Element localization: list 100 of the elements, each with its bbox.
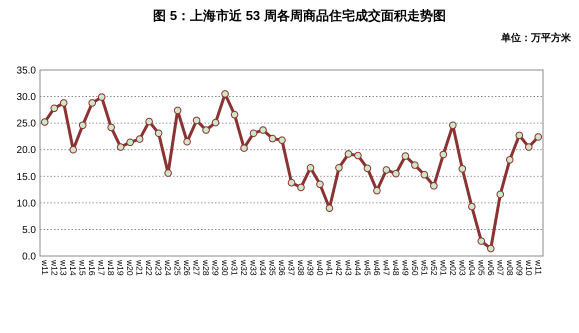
x-tick-label: w43: [343, 259, 354, 276]
x-tick-label: w32: [239, 259, 250, 276]
x-tick-label: w38: [296, 259, 306, 276]
x-tick-label: w09: [514, 259, 524, 276]
point: [230, 110, 238, 118]
y-tick-label: 25.0: [16, 118, 36, 130]
x-tick-label: w08: [504, 259, 515, 276]
x-tick-label: w52: [428, 259, 439, 276]
point: [326, 204, 334, 212]
x-tick-label: w04: [466, 259, 477, 276]
y-tick-label: 5.0: [22, 224, 36, 236]
x-tick-label: w40: [314, 259, 325, 276]
x-tick-label: w02: [448, 259, 458, 276]
x-tick-label: w05: [476, 259, 486, 276]
x-tick-label: w15: [78, 259, 88, 276]
point: [136, 135, 144, 143]
x-tick-label: w29: [210, 259, 221, 276]
point: [335, 164, 343, 172]
x-tick-label: w07: [495, 259, 506, 276]
point: [40, 118, 49, 126]
point: [50, 104, 58, 112]
point: [278, 136, 286, 144]
point: [487, 244, 495, 252]
point: [306, 164, 314, 172]
x-tick-label: w12: [49, 259, 60, 276]
x-tick-label: w01: [438, 259, 448, 276]
point: [354, 152, 362, 160]
x-tick-label: w41: [324, 259, 334, 276]
point: [88, 99, 96, 107]
x-tick-label: w33: [248, 259, 259, 276]
y-tick-label: 30.0: [16, 92, 36, 104]
x-tick-label: w26: [182, 259, 192, 276]
x-tick-label: w25: [172, 259, 183, 276]
point: [268, 134, 276, 142]
x-tick-label: w44: [352, 259, 363, 276]
x-tick-label: w31: [230, 259, 240, 276]
x-tick-label: w47: [381, 259, 392, 276]
point: [174, 106, 182, 114]
point: [259, 126, 267, 134]
point: [440, 150, 448, 158]
x-tick-label: w19: [116, 259, 126, 276]
point: [69, 146, 78, 154]
x-tick-label: w45: [362, 259, 372, 276]
point: [524, 143, 533, 151]
point: [288, 178, 296, 186]
point: [534, 133, 542, 141]
point: [449, 121, 457, 130]
x-tick-label: w27: [192, 259, 202, 276]
x-tick-label: w51: [419, 259, 430, 276]
point: [107, 124, 115, 132]
y-tick-label: 20.0: [16, 145, 36, 156]
x-tick-label: w21: [134, 259, 145, 276]
point: [468, 202, 476, 210]
point: [116, 143, 124, 151]
x-tick-label: w16: [87, 259, 98, 276]
x-tick-label: w46: [372, 259, 382, 276]
point: [478, 237, 486, 245]
point: [420, 170, 428, 178]
x-tick-label: w22: [144, 259, 154, 276]
x-tick-label: w23: [154, 259, 164, 276]
point: [78, 121, 87, 130]
point: [430, 182, 438, 190]
point: [402, 152, 410, 160]
point: [183, 138, 191, 146]
y-tick-label: 0.0: [22, 252, 36, 262]
chart-title: 图 5：上海市近 53 周各周商品住宅成交面积走势图: [153, 8, 446, 23]
x-tick-label: w17: [96, 259, 107, 276]
y-tick-label: 15.0: [16, 172, 36, 183]
point: [126, 138, 134, 146]
x-tick-label: w39: [306, 259, 316, 276]
point: [411, 161, 419, 169]
x-tick-label: w20: [125, 259, 136, 276]
x-tick-label: w35: [268, 259, 278, 276]
y-tick-label: 35.0: [16, 66, 36, 76]
x-tick-label: w30: [220, 259, 230, 276]
x-tick-label: w48: [390, 259, 401, 276]
point: [98, 93, 106, 101]
x-tick-label: w18: [106, 259, 116, 276]
x-tick-label: w28: [201, 259, 212, 276]
point: [192, 116, 200, 124]
x-tick-label: w10: [524, 259, 534, 276]
x-tick-label: w13: [58, 259, 69, 276]
x-tick-label: w42: [334, 259, 344, 276]
point: [382, 166, 390, 174]
x-tick-label: w37: [286, 259, 297, 276]
point: [506, 156, 514, 164]
point: [212, 118, 220, 126]
x-tick-label: w34: [258, 259, 268, 276]
point: [154, 129, 162, 138]
x-tick-label: w06: [486, 259, 496, 276]
text: 单位：万平方米: [500, 32, 572, 44]
point: [250, 129, 258, 138]
point: [364, 164, 372, 172]
point: [496, 190, 504, 198]
point: [164, 169, 172, 177]
x-tick-label: w49: [400, 259, 410, 276]
x-tick-label: w14: [68, 259, 78, 276]
point: [392, 170, 400, 178]
y-tick-label: 10.0: [16, 198, 36, 210]
point: [221, 90, 229, 98]
